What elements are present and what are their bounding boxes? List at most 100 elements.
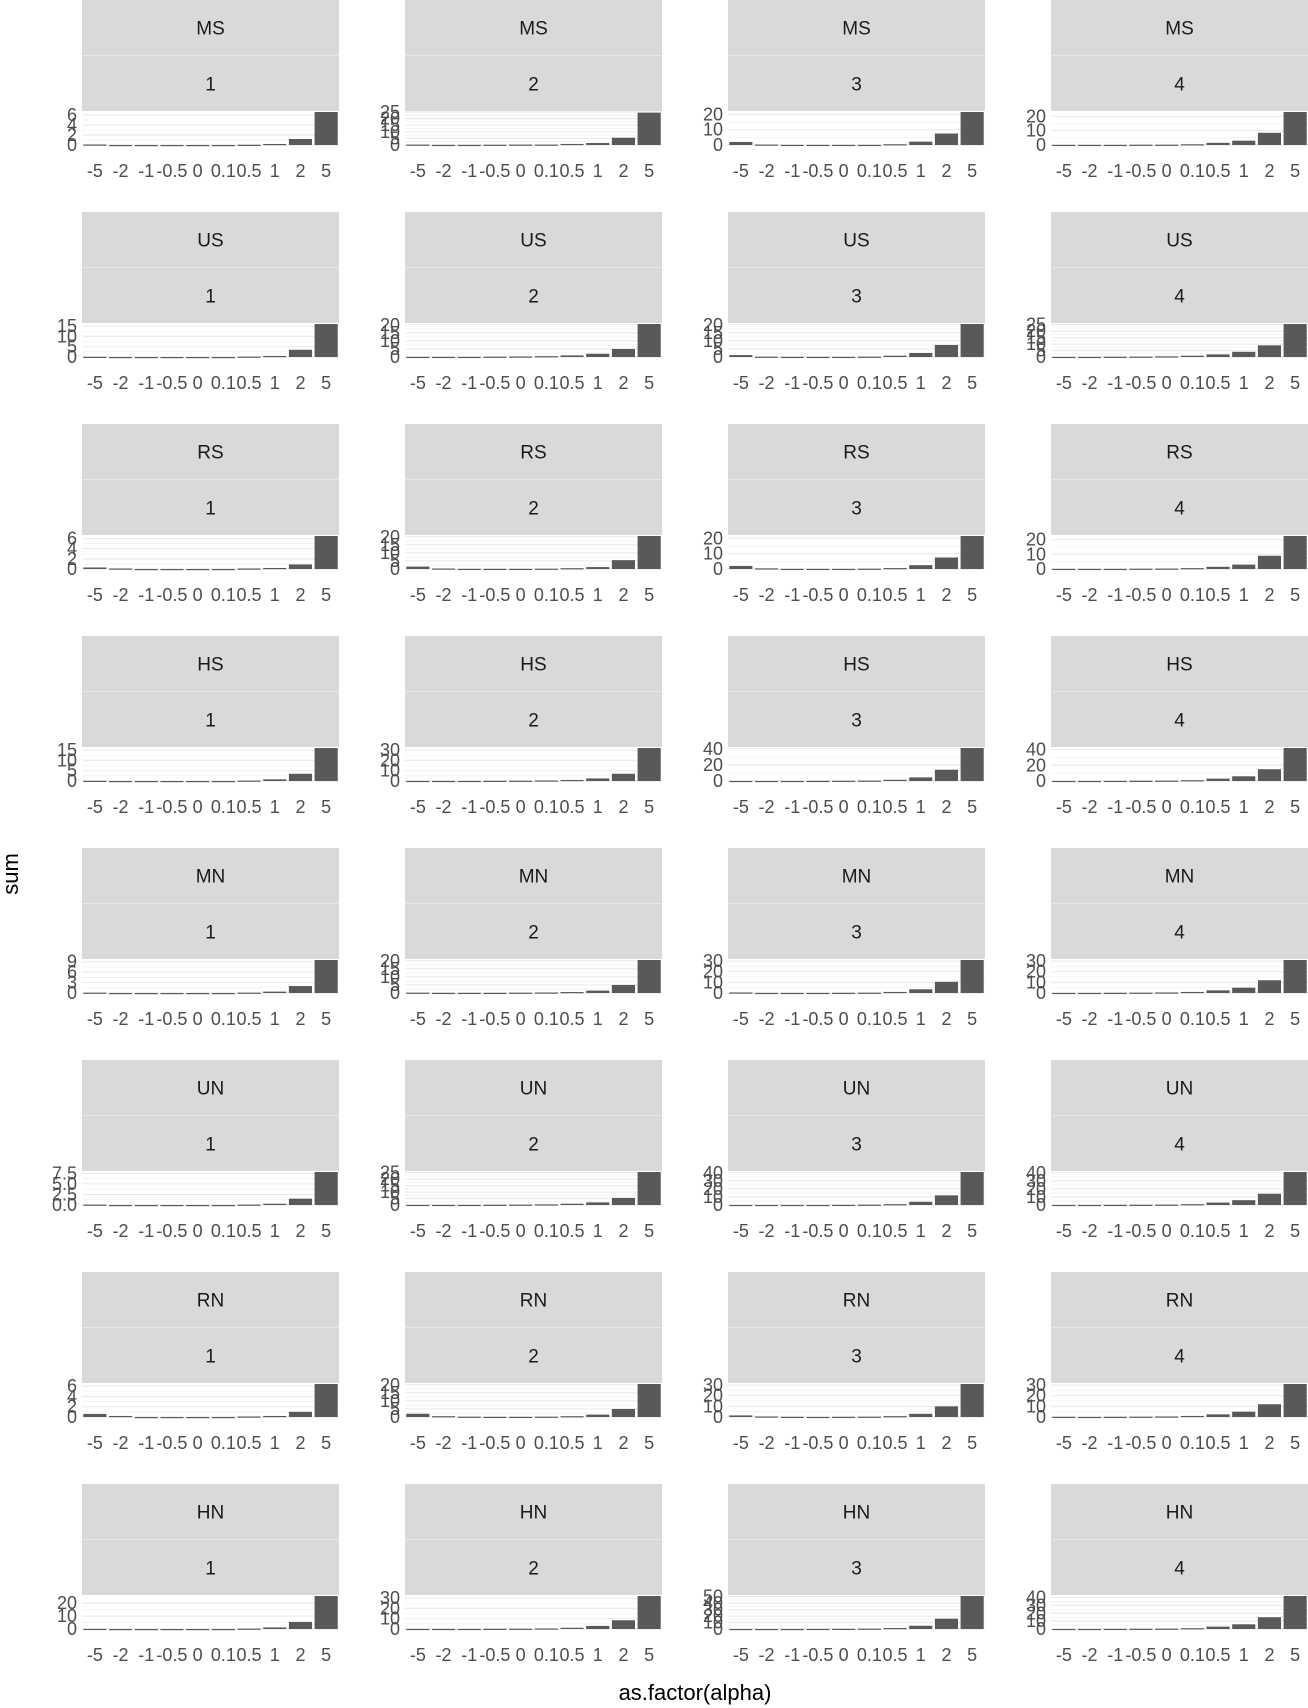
x-tick-label: 0.1 bbox=[857, 161, 882, 181]
strip-label-col: 1 bbox=[205, 1559, 216, 1580]
bar bbox=[560, 568, 584, 570]
y-tick-label: 15 bbox=[57, 316, 77, 336]
x-tick-label: 0 bbox=[839, 1009, 849, 1029]
x-tick-label: -1 bbox=[1107, 373, 1123, 393]
strip-label-row: MS bbox=[1165, 19, 1194, 40]
x-tick-label: 0 bbox=[193, 1433, 203, 1453]
x-tick-label: -0.5 bbox=[1125, 797, 1156, 817]
bar bbox=[1129, 992, 1153, 994]
y-tick-label: 10 bbox=[1026, 544, 1046, 564]
strip-col bbox=[82, 1328, 339, 1383]
bar bbox=[754, 568, 779, 570]
bar bbox=[431, 1416, 456, 1418]
bar bbox=[1283, 1596, 1307, 1629]
strip-row bbox=[728, 848, 985, 903]
x-tick-label: -2 bbox=[436, 373, 452, 393]
y-tick-label: 10 bbox=[703, 1396, 723, 1416]
x-tick-label: -1 bbox=[138, 373, 154, 393]
y-tick-label: 0 bbox=[713, 771, 723, 791]
x-tick-label: 1 bbox=[270, 1645, 280, 1665]
bar bbox=[1103, 1628, 1127, 1631]
x-tick-label: -5 bbox=[1056, 1221, 1072, 1241]
bar bbox=[83, 567, 107, 569]
x-tick-label: 5 bbox=[967, 1645, 977, 1665]
bar bbox=[780, 568, 804, 571]
strip-col bbox=[82, 56, 339, 111]
x-tick-label: 0.1 bbox=[211, 1433, 236, 1453]
strip-row bbox=[82, 1484, 339, 1539]
x-tick-label: -2 bbox=[113, 797, 129, 817]
bar bbox=[729, 565, 753, 569]
bar bbox=[483, 356, 507, 358]
bar bbox=[832, 144, 856, 147]
y-tick-label: 15 bbox=[380, 959, 400, 979]
strip-label-col: 2 bbox=[528, 1559, 539, 1580]
x-tick-label: -5 bbox=[1056, 373, 1072, 393]
y-tick-label: 7.5 bbox=[52, 1163, 77, 1183]
x-tick-label: 0.5 bbox=[237, 1221, 262, 1241]
x-tick-label: 0.5 bbox=[237, 1009, 262, 1029]
strip-label-col: 2 bbox=[528, 287, 539, 308]
bar bbox=[780, 356, 804, 359]
bar bbox=[806, 992, 830, 995]
strip-col bbox=[405, 1328, 662, 1383]
bar bbox=[754, 780, 779, 783]
bar bbox=[909, 565, 933, 569]
strip-label-row: HS bbox=[197, 655, 223, 676]
bar bbox=[909, 989, 933, 993]
x-tick-label: 1 bbox=[270, 1009, 280, 1029]
x-tick-label: 5 bbox=[967, 1433, 977, 1453]
bar bbox=[1257, 555, 1282, 569]
y-tick-label: 0 bbox=[713, 983, 723, 1003]
x-tick-label: 0 bbox=[839, 1433, 849, 1453]
x-tick-label: 0 bbox=[193, 797, 203, 817]
strip-label-col: 1 bbox=[205, 923, 216, 944]
bar bbox=[883, 991, 907, 994]
x-tick-label: 2 bbox=[1264, 797, 1274, 817]
bar bbox=[134, 1629, 158, 1631]
x-tick-label: -0.5 bbox=[1125, 1009, 1156, 1029]
strip-col bbox=[405, 56, 662, 111]
bar bbox=[483, 1204, 507, 1206]
strip-label-row: US bbox=[843, 231, 869, 252]
bar bbox=[857, 144, 881, 147]
y-tick-label: 0 bbox=[67, 1619, 77, 1639]
bar bbox=[431, 356, 456, 359]
x-tick-label: 0 bbox=[193, 585, 203, 605]
bar bbox=[237, 1204, 261, 1206]
x-tick-label: 0.1 bbox=[1180, 373, 1205, 393]
x-tick-label: 1 bbox=[1239, 373, 1249, 393]
strip-label-row: UN bbox=[843, 1079, 870, 1100]
y-tick-label: 30 bbox=[1026, 951, 1046, 971]
bar bbox=[960, 1596, 984, 1629]
bar bbox=[314, 324, 338, 357]
x-tick-label: -5 bbox=[87, 1645, 103, 1665]
x-tick-label: -2 bbox=[759, 585, 775, 605]
x-tick-label: 2 bbox=[941, 797, 951, 817]
x-tick-label: -1 bbox=[1107, 1433, 1123, 1453]
y-tick-label: 15 bbox=[57, 740, 77, 760]
x-tick-label: 0.5 bbox=[237, 373, 262, 393]
bar bbox=[134, 781, 158, 783]
y-tick-label: 25 bbox=[380, 1163, 400, 1183]
bar bbox=[288, 564, 313, 569]
strip-label-row: MN bbox=[1165, 867, 1195, 888]
bar bbox=[108, 145, 133, 147]
bar bbox=[934, 981, 959, 993]
x-tick-label: 0.1 bbox=[857, 1221, 882, 1241]
y-tick-label: 20 bbox=[1026, 755, 1046, 775]
x-tick-label: 0.1 bbox=[1180, 797, 1205, 817]
y-tick-label: 5 bbox=[390, 975, 400, 995]
x-tick-label: 0 bbox=[193, 1221, 203, 1241]
x-tick-label: 1 bbox=[916, 1009, 926, 1029]
x-tick-label: -0.5 bbox=[1125, 1221, 1156, 1241]
bar bbox=[288, 1621, 313, 1629]
bar bbox=[857, 992, 881, 994]
strip-col bbox=[728, 480, 985, 535]
y-tick-label: 20 bbox=[380, 527, 400, 547]
y-tick-label: 10 bbox=[703, 544, 723, 564]
bar bbox=[806, 1628, 830, 1631]
bar bbox=[134, 1417, 158, 1419]
